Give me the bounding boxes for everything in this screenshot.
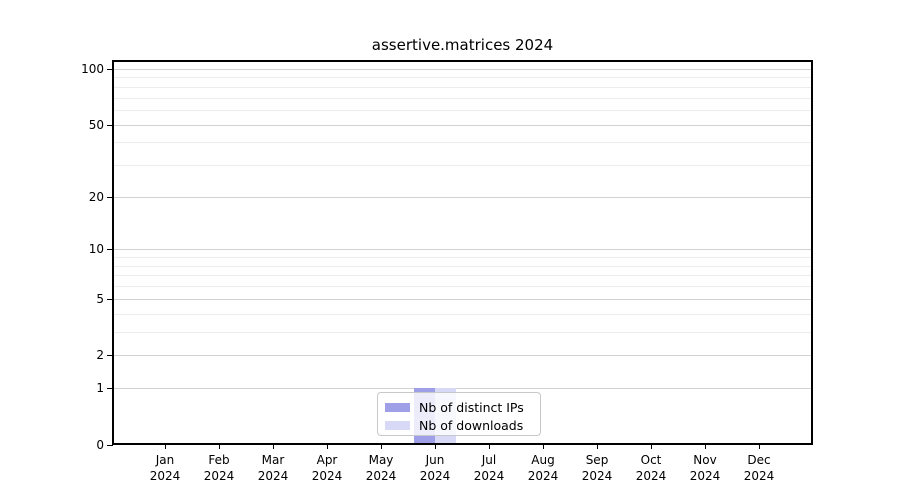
gridline-minor [114, 87, 811, 88]
x-tick-label: Jul 2024 [462, 452, 516, 484]
x-axis-tick [327, 445, 328, 449]
x-tick-year: 2024 [635, 469, 667, 483]
y-axis-tick [107, 299, 113, 300]
x-axis-tick [165, 445, 166, 449]
legend-item-downloads: Nb of downloads [384, 416, 532, 434]
x-axis-tick [597, 445, 598, 449]
y-tick-label: 0 [96, 438, 104, 452]
gridline-major [114, 299, 811, 300]
x-tick-year: 2024 [311, 469, 343, 483]
x-tick-month: Jul [481, 453, 497, 467]
x-tick-month: Feb [208, 453, 230, 467]
x-tick-month: Apr [316, 453, 338, 467]
x-tick-label: Aug 2024 [516, 452, 570, 484]
gridline-minor [114, 110, 811, 111]
x-tick-year: 2024 [419, 469, 451, 483]
gridline-minor [114, 165, 811, 166]
gridline-minor [114, 257, 811, 258]
legend-swatch-distinct-ips [385, 402, 410, 412]
x-tick-label: May 2024 [354, 452, 408, 484]
x-tick-year: 2024 [203, 469, 235, 483]
x-axis-tick [705, 445, 706, 449]
gridline-major [114, 69, 811, 70]
x-tick-label: Jun 2024 [408, 452, 462, 484]
legend: Nb of distinct IPs Nb of downloads [377, 392, 541, 436]
x-tick-label: Dec 2024 [732, 452, 786, 484]
x-tick-month: Sep [585, 453, 609, 467]
x-tick-label: Nov 2024 [678, 452, 732, 484]
gridline-minor [114, 275, 811, 276]
x-axis-tick [381, 445, 382, 449]
y-axis-tick [107, 388, 113, 389]
gridline-minor [114, 77, 811, 78]
legend-item-distinct-ips: Nb of distinct IPs [384, 398, 532, 416]
x-tick-month: May [368, 453, 394, 467]
x-axis-tick [651, 445, 652, 449]
x-tick-month: Jun [425, 453, 445, 467]
x-tick-year: 2024 [527, 469, 559, 483]
x-tick-month: Aug [531, 453, 555, 467]
y-axis-tick [107, 445, 113, 446]
x-tick-year: 2024 [365, 469, 397, 483]
legend-label-downloads: Nb of downloads [419, 417, 524, 433]
gridline-major [114, 125, 811, 126]
x-tick-year: 2024 [689, 469, 721, 483]
x-tick-label: Apr 2024 [300, 452, 354, 484]
gridline-minor [114, 266, 811, 267]
x-tick-year: 2024 [473, 469, 505, 483]
x-axis-tick [759, 445, 760, 449]
x-axis-tick [219, 445, 220, 449]
y-axis-tick [107, 197, 113, 198]
x-tick-month: Oct [640, 453, 662, 467]
y-tick-label: 1 [96, 381, 104, 395]
y-tick-label: 100 [81, 62, 104, 76]
x-tick-year: 2024 [257, 469, 289, 483]
gridline-minor [114, 314, 811, 315]
gridline-minor [114, 98, 811, 99]
x-tick-label: Oct 2024 [624, 452, 678, 484]
x-tick-label: Mar 2024 [246, 452, 300, 484]
x-tick-month: Jan [155, 453, 175, 467]
x-tick-label: Sep 2024 [570, 452, 624, 484]
y-tick-label: 50 [88, 118, 104, 132]
y-axis-tick [107, 355, 113, 356]
x-tick-year: 2024 [743, 469, 775, 483]
x-tick-label: Feb 2024 [192, 452, 246, 484]
x-tick-month: Mar [261, 453, 285, 467]
gridline-minor [114, 332, 811, 333]
y-axis-tick [107, 125, 113, 126]
gridline-major [114, 388, 811, 389]
chart-title: assertive.matrices 2024 [371, 36, 554, 54]
x-tick-label: Jan 2024 [138, 452, 192, 484]
y-tick-label: 10 [88, 242, 104, 256]
legend-swatch-downloads [385, 420, 410, 430]
gridline-minor [114, 286, 811, 287]
x-tick-month: Nov [693, 453, 717, 467]
x-tick-year: 2024 [581, 469, 613, 483]
y-tick-label: 5 [96, 292, 104, 306]
plot-frame [112, 60, 813, 445]
x-axis-tick [543, 445, 544, 449]
legend-label-distinct-ips: Nb of distinct IPs [419, 399, 524, 415]
gridline-major [114, 355, 811, 356]
y-tick-label: 20 [88, 190, 104, 204]
gridline-major [114, 249, 811, 250]
y-axis-tick [107, 249, 113, 250]
gridline-minor [114, 142, 811, 143]
x-axis-tick [435, 445, 436, 449]
y-tick-label: 2 [96, 348, 104, 362]
x-tick-month: Dec [747, 453, 771, 467]
gridline-major [114, 197, 811, 198]
x-axis-tick [489, 445, 490, 449]
x-axis-tick [273, 445, 274, 449]
x-tick-year: 2024 [149, 469, 181, 483]
y-axis-tick [107, 69, 113, 70]
